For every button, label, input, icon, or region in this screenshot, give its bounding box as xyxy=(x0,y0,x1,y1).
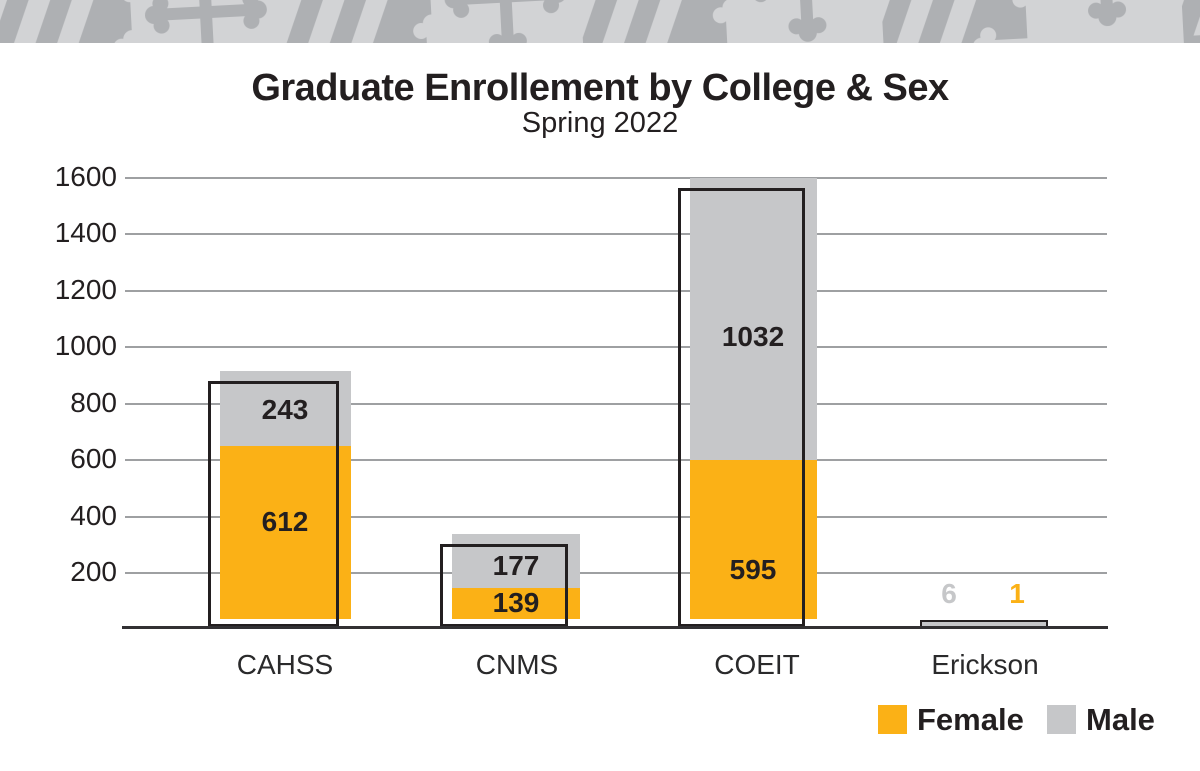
legend-male-swatch xyxy=(1047,705,1076,734)
chart-subtitle: Spring 2022 xyxy=(521,107,679,139)
bar-cnms-outline xyxy=(440,544,568,627)
label-cnms-male: 177 xyxy=(492,550,540,581)
ytick-400: 400 xyxy=(70,500,117,531)
xtick-coeit: COEIT xyxy=(714,649,800,680)
ytick-1400: 1400 xyxy=(54,217,117,248)
ytick-600: 600 xyxy=(70,443,117,474)
label-coeit-male: 1032 xyxy=(721,321,785,352)
legend-female-label: Female xyxy=(917,702,1024,737)
bar-coeit-male-segment xyxy=(690,178,817,460)
label-coeit-female: 595 xyxy=(729,554,777,585)
chart-title: Graduate Enrollement by College & Sex xyxy=(251,67,949,109)
xtick-cahss: CAHSS xyxy=(236,649,334,680)
ytick-1200: 1200 xyxy=(54,274,117,305)
xtick-erickson: Erickson xyxy=(931,649,1039,680)
maryland-flag-pattern xyxy=(0,0,1200,43)
legend-female-swatch xyxy=(878,705,907,734)
gridline-800 xyxy=(125,403,1107,405)
ytick-800: 800 xyxy=(70,387,117,418)
gridline-1000 xyxy=(125,346,1107,348)
label-erickson-female: 1 xyxy=(1009,578,1025,609)
legend-male-label: Male xyxy=(1086,702,1155,737)
gridline-600 xyxy=(125,459,1107,461)
ytick-1000: 1000 xyxy=(54,330,117,361)
ytick-1600: 1600 xyxy=(54,161,117,192)
gridline-1400 xyxy=(125,233,1107,235)
gridline-1600 xyxy=(125,177,1107,179)
bar-coeit-female-segment xyxy=(690,460,817,619)
label-cahss-male: 243 xyxy=(261,394,309,425)
bar-cnms-male-segment xyxy=(452,534,580,588)
gridline-200 xyxy=(125,572,1107,574)
bar-coeit-outline xyxy=(678,188,805,627)
bar-cahss-outline xyxy=(208,381,339,627)
xtick-cnms: CNMS xyxy=(475,649,559,680)
gridline-1200 xyxy=(125,290,1107,292)
ytick-200: 200 xyxy=(70,556,117,587)
label-cnms-female: 139 xyxy=(492,587,540,618)
label-erickson-male: 6 xyxy=(941,578,957,609)
bar-cahss-female-segment xyxy=(220,446,351,619)
label-cahss-female: 612 xyxy=(261,506,309,537)
bar-cnms-female-segment xyxy=(452,588,580,619)
gridline-400 xyxy=(125,516,1107,518)
maryland-flag-banner xyxy=(0,0,1200,43)
x-axis-line xyxy=(122,626,1108,629)
